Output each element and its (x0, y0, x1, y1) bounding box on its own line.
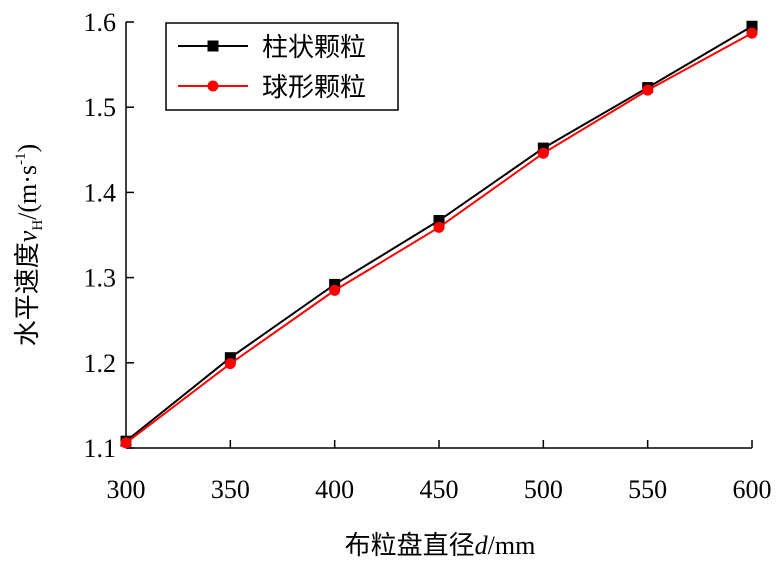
data-point-square (224, 352, 236, 364)
data-point-circle (537, 147, 549, 159)
data-point-circle (224, 358, 236, 370)
x-tick-label: 450 (420, 475, 459, 504)
y-tick-label: 1.5 (84, 93, 117, 122)
x-tick-label: 500 (524, 475, 563, 504)
data-point-circle (120, 437, 132, 449)
data-point-circle (746, 27, 758, 39)
legend-label: 球形颗粒 (262, 73, 366, 103)
x-tick-label: 400 (315, 475, 354, 504)
y-axis-title-superscript: -1 (13, 152, 29, 165)
data-point-circle (642, 84, 654, 96)
legend-box (165, 22, 399, 111)
y-tick-label: 1.1 (84, 434, 117, 463)
data-point-square (433, 215, 445, 227)
x-tick-label: 550 (628, 475, 667, 504)
x-axis-ticks: 300 350 400 450 500 550 600 (107, 440, 772, 504)
x-axis-title-prefix: 布粒盘直径 (345, 531, 475, 561)
data-point-square (746, 20, 758, 32)
x-tick-label: 600 (733, 475, 772, 504)
x-axis-title-unit: /mm (488, 531, 536, 560)
y-tick-label: 1.6 (84, 8, 117, 37)
y-axis-title-subscript: H (30, 220, 46, 231)
legend: 柱状颗粒 球形颗粒 (165, 22, 399, 111)
y-tick-label: 1.3 (84, 264, 117, 293)
legend-square-marker (207, 40, 219, 52)
y-tick-label: 1.2 (84, 349, 117, 378)
y-axis-title: 水平速度vH/(m·s-1) (13, 144, 46, 346)
y-axis-ticks: 1.1 1.2 1.3 1.4 1.5 1.6 (84, 8, 134, 463)
y-axis-title-unit: /(m·s (13, 165, 42, 220)
x-tick-label: 300 (107, 475, 146, 504)
y-axis-title-variable: v (13, 230, 42, 242)
x-tick-label: 350 (211, 475, 250, 504)
y-tick-label: 1.4 (84, 178, 117, 207)
series-2 (120, 27, 758, 449)
data-point-square (329, 278, 341, 290)
x-axis-title-variable: d (475, 531, 489, 560)
y-axis-title-prefix: 水平速度 (13, 242, 43, 346)
y-axis-title-unit-close: ) (13, 144, 42, 153)
data-point-circle (433, 221, 445, 233)
series-layer (120, 20, 758, 449)
x-axis-title: 布粒盘直径d/mm (345, 531, 536, 561)
data-point-circle (329, 284, 341, 296)
legend-circle-marker (207, 80, 219, 92)
legend-label: 柱状颗粒 (262, 33, 366, 63)
